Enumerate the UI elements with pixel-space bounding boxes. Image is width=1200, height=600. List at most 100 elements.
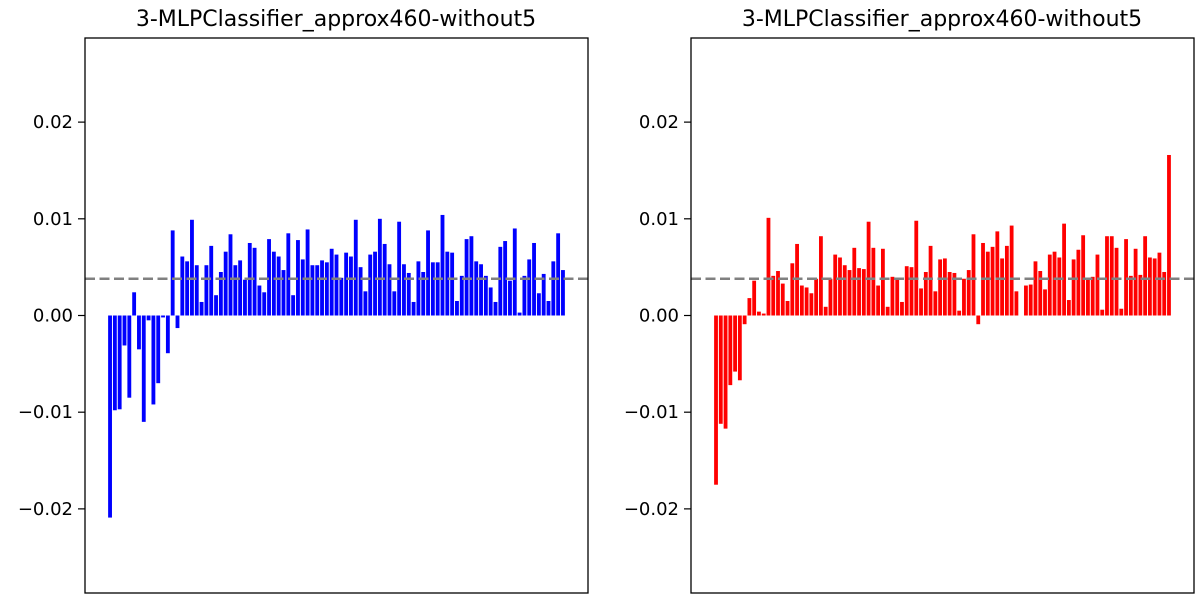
right-bar [1033,261,1038,316]
right-bar [742,315,747,325]
right-bar [718,315,723,424]
right-bar [1076,249,1081,316]
left-bar [218,271,223,316]
left-bar [416,261,421,316]
right-bar [771,275,776,316]
right-bar [785,301,790,316]
right-bar [947,271,952,316]
right-bar [871,247,876,316]
right-bar [1057,257,1062,316]
left-bar [271,251,276,316]
left-bar [411,301,416,316]
right-bar [914,220,919,316]
right-bar [1109,236,1114,316]
left-bar [536,293,541,316]
right-bar [861,269,866,316]
left-y-tick-label: 0.01 [33,209,73,230]
left-bar [373,251,377,316]
right-bar [904,266,909,316]
left-bar [474,261,479,316]
left-bar [561,270,565,316]
left-bar [512,228,517,316]
right-bar [838,257,842,316]
left-bar [305,229,310,316]
right-bar [890,276,895,316]
left-y-tick-label: −0.02 [18,499,73,520]
left-bar [291,295,296,316]
left-bar [377,218,382,316]
right-bar [1162,271,1167,316]
right-bar [966,270,971,316]
left-bar [349,256,353,316]
right-bar [1028,284,1033,316]
left-bar [503,241,508,316]
left-bar [122,315,127,346]
right-bar [761,313,766,316]
left-bar [141,315,146,422]
right-y-tick-label: 0.02 [639,112,679,133]
left-bar [137,315,141,350]
right-bar [1114,247,1119,316]
left-bar [233,265,238,316]
left-bar [421,271,426,316]
left-bar [527,259,532,316]
right-bar [1066,300,1071,316]
right-bar [976,315,981,325]
right-chart-title: 3-MLPClassifier_approx460-without5 [742,7,1142,32]
right-bar [852,247,857,316]
left-bar [440,214,445,316]
left-bar [190,219,194,316]
right-bar [885,306,890,316]
right-bar [1148,257,1152,316]
left-bar [310,265,315,316]
right-y-tick-label: 0.00 [639,306,679,327]
left-bar [252,247,257,316]
left-bar [185,261,190,316]
left-bar [117,315,122,410]
right-bar [1014,291,1019,316]
right-y-tick-label: −0.02 [624,499,679,520]
right-bar [1128,275,1133,316]
left-bar [315,265,320,316]
right-bar [833,254,838,316]
right-bar [1100,309,1105,316]
right-y-axis-ticks: −0.02 −0.01 0.00 0.01 0.02 [624,112,691,520]
right-bar [1062,223,1066,316]
left-bar [426,230,430,316]
right-bar [780,283,785,316]
right-bar [933,291,938,316]
right-bar [1052,251,1057,316]
right-bar [942,258,947,316]
right-bar [1009,225,1014,316]
right-plot-frame [690,37,1195,594]
right-bar [804,287,809,316]
left-bar [243,279,247,316]
right-bar [766,217,771,316]
right-bar [1095,254,1100,316]
right-bar [900,301,904,316]
left-bar [146,315,151,321]
right-bar [895,278,900,316]
right-bar [842,265,847,316]
right-bar [1133,248,1138,316]
left-bar [353,219,358,316]
left-y-axis-ticks: −0.02 −0.01 0.00 0.01 0.02 [18,112,85,520]
right-bar [1047,254,1052,316]
left-bar [281,270,286,316]
right-bar [1086,278,1090,316]
left-bar-series [108,214,565,518]
left-bar [180,256,185,316]
right-bar [809,293,814,316]
left-bar [344,252,349,316]
left-bar [209,245,214,316]
left-bar [204,265,209,316]
right-bar [938,259,943,316]
right-bar [819,236,823,316]
left-chart-title: 3-MLPClassifier_approx460-without5 [136,7,536,32]
left-y-tick-label: 0.02 [33,112,73,133]
left-bar [108,315,112,518]
left-bar [488,287,493,316]
left-bar [286,233,291,316]
